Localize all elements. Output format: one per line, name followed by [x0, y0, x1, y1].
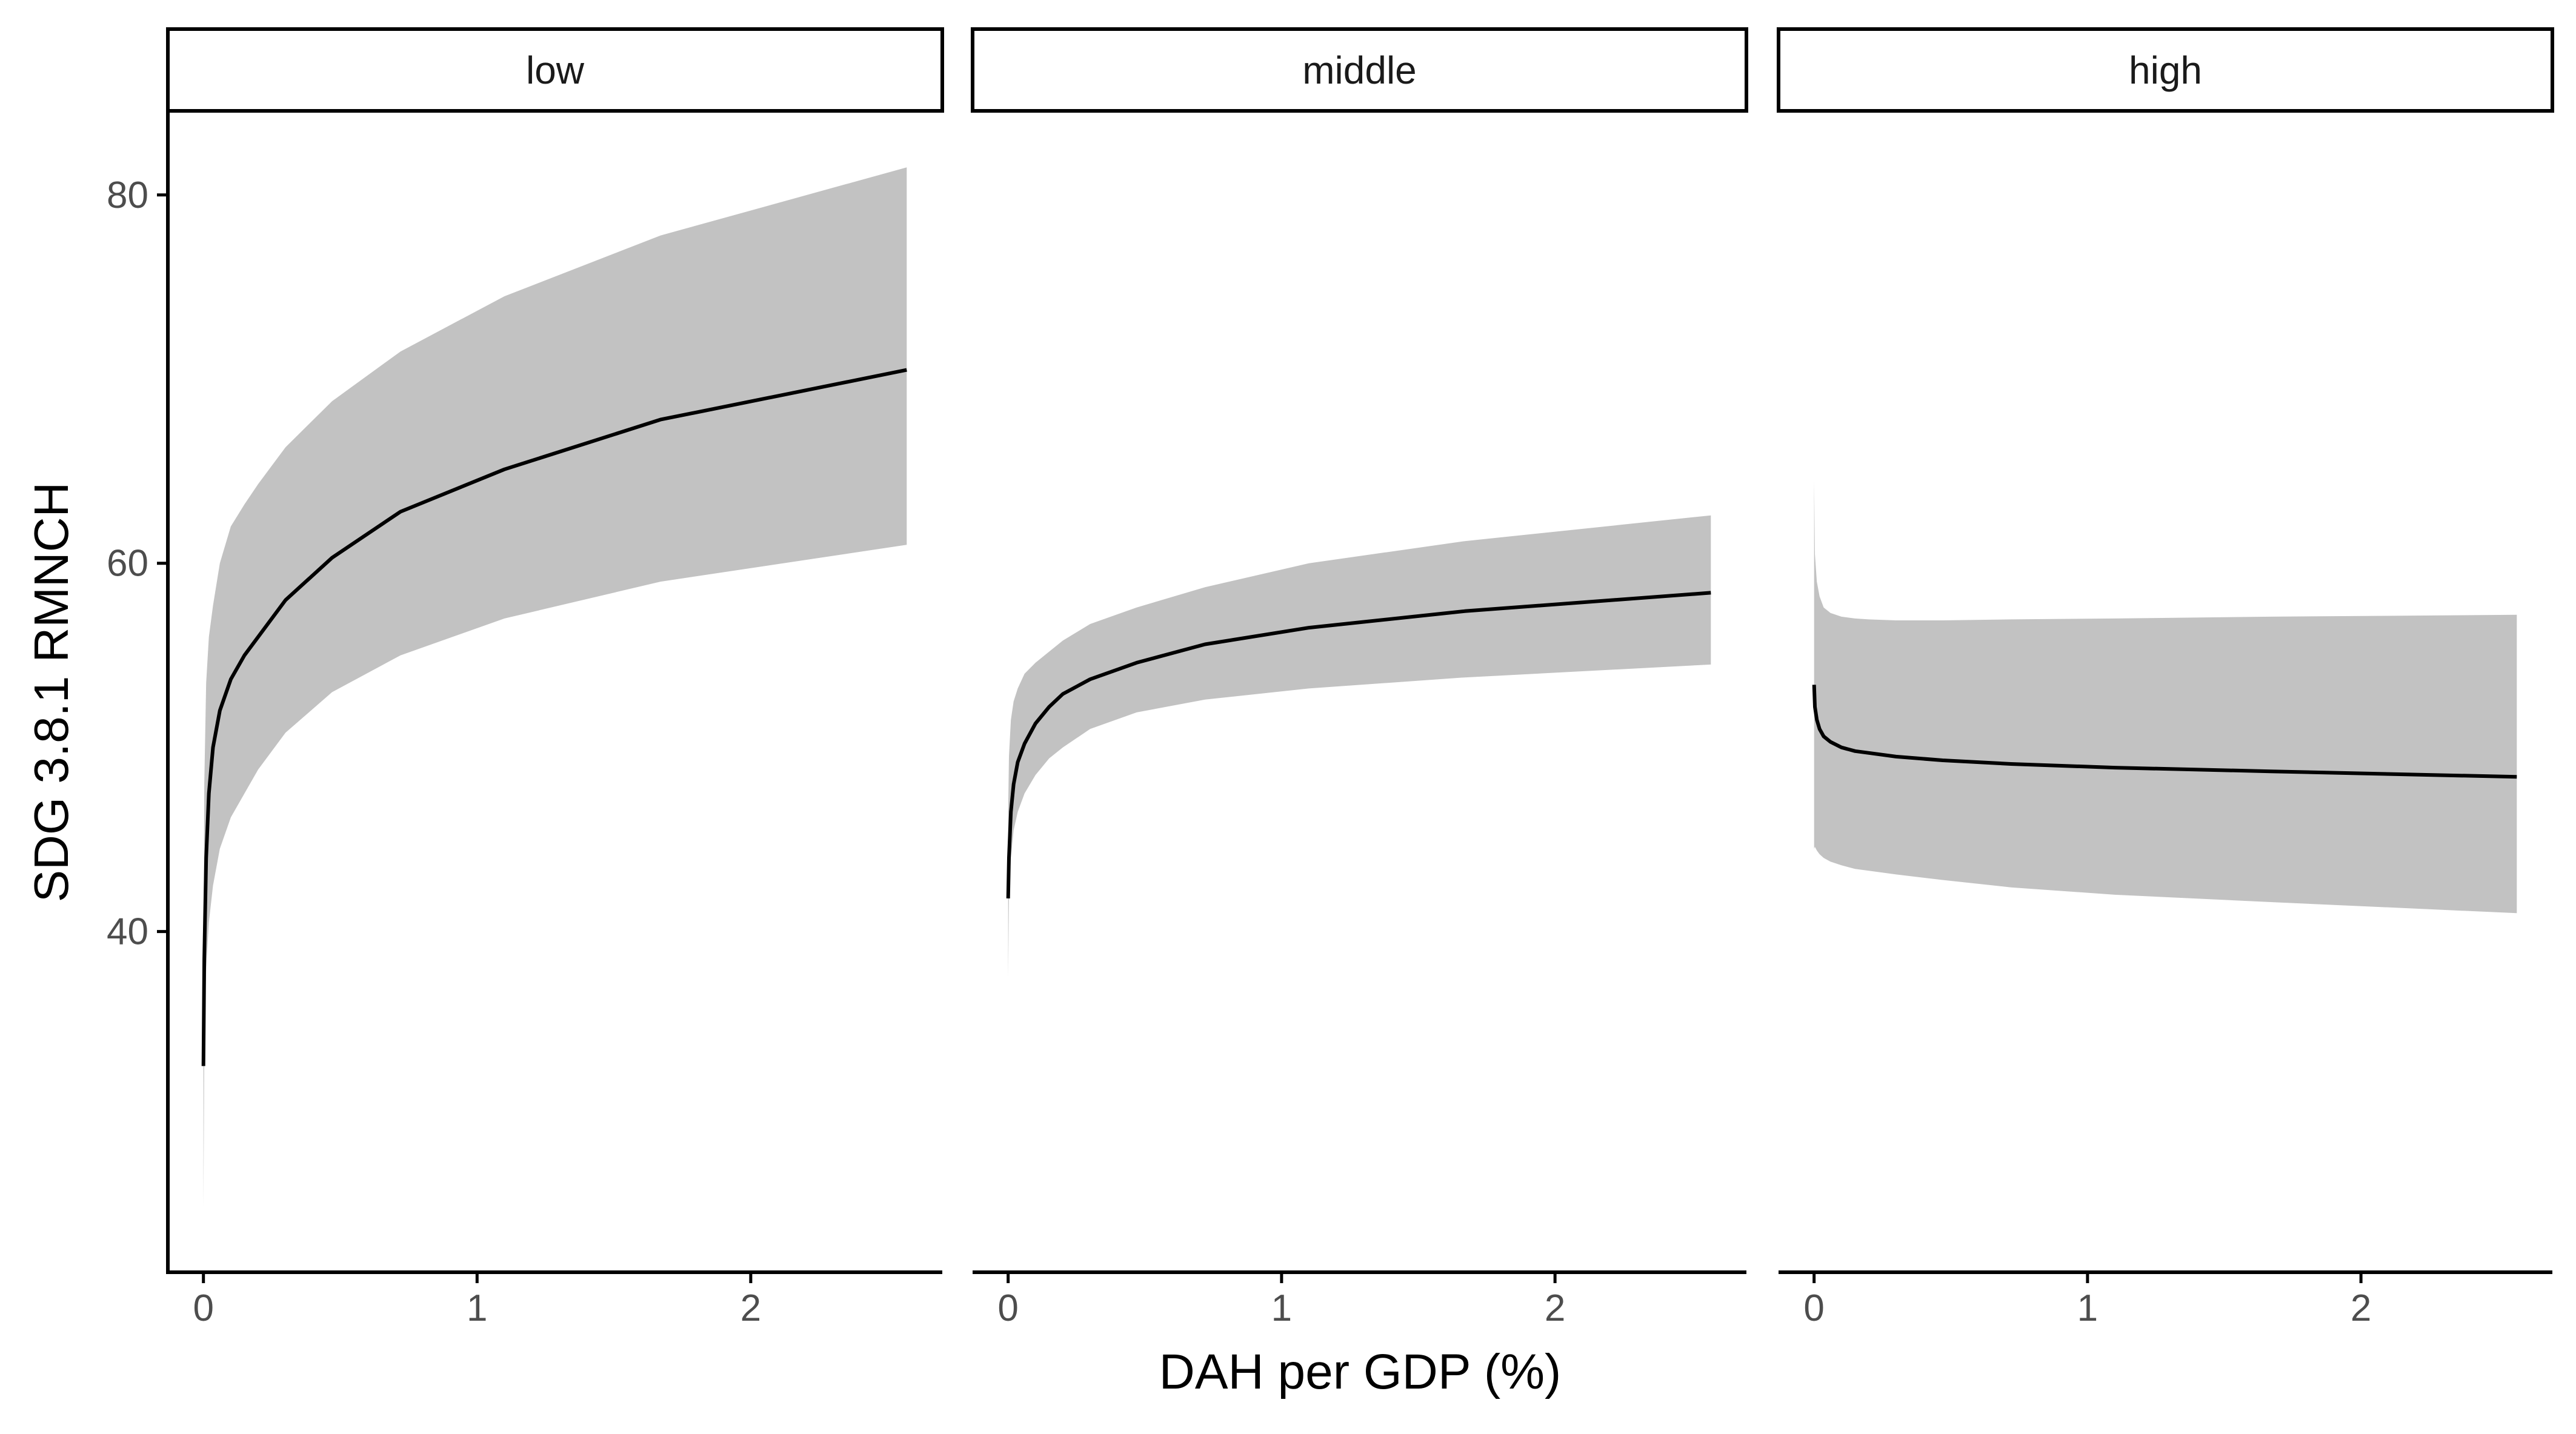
- x-tick-label: 2: [1545, 1287, 1565, 1329]
- facet-strip-high: [1777, 27, 2554, 113]
- y-tick-label: 60: [107, 543, 148, 585]
- confidence-band-low: [203, 167, 907, 1208]
- facet-strip-low: [166, 27, 944, 113]
- y-tick-label: 80: [107, 174, 148, 216]
- y-axis-title: SDG 3.8.1 RMNCH: [24, 482, 78, 902]
- facet-strip-middle: [971, 27, 1748, 113]
- x-axis-title: DAH per GDP (%): [1159, 1344, 1562, 1399]
- x-tick-label: 0: [193, 1287, 213, 1329]
- fit-line-high: [1812, 685, 2517, 779]
- confidence-band-middle: [1008, 515, 1711, 978]
- x-tick-label: 1: [1271, 1287, 1292, 1329]
- facet-strip-label: low: [526, 48, 585, 92]
- x-tick-label: 0: [997, 1287, 1018, 1329]
- x-tick-label: 2: [2351, 1287, 2371, 1329]
- fit-line-middle: [1006, 591, 1711, 898]
- x-tick-label: 1: [2077, 1287, 2098, 1329]
- x-tick-label: 2: [741, 1287, 761, 1329]
- confidence-band-high: [1814, 480, 2517, 914]
- x-tick-label: 1: [467, 1287, 487, 1329]
- fit-line-low: [201, 368, 907, 1066]
- x-tick-label: 0: [1803, 1287, 1824, 1329]
- facet-strip-label: high: [2129, 48, 2202, 92]
- facet-strip-label: middle: [1302, 48, 1417, 92]
- y-tick-label: 40: [107, 911, 148, 953]
